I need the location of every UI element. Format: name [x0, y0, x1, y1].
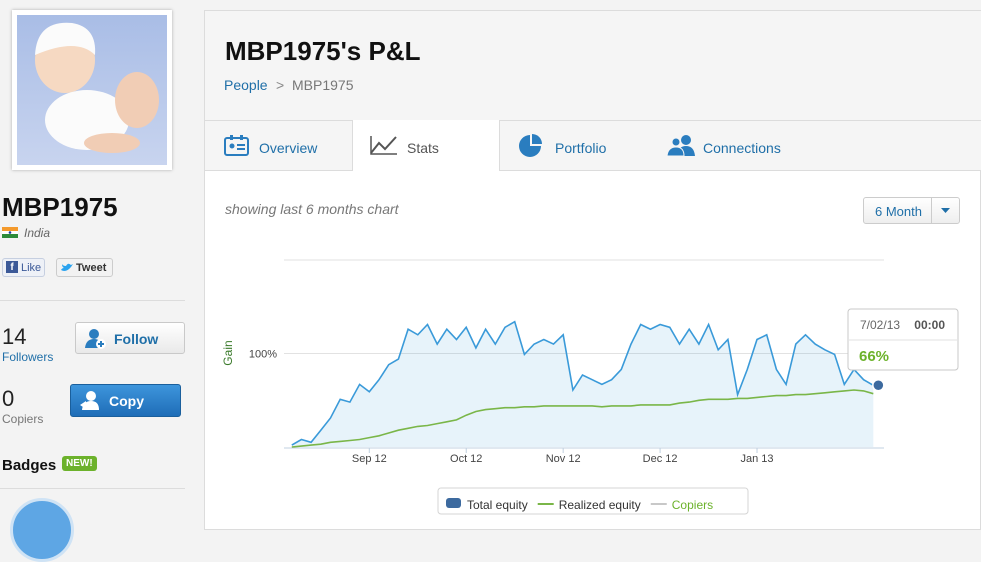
- copy-label: Copy: [109, 393, 144, 409]
- area-fill: [291, 321, 874, 447]
- tab-label: Portfolio: [555, 140, 607, 156]
- country: India: [24, 226, 51, 240]
- tab-label: Connections: [703, 140, 781, 156]
- x-tick-label: Sep 12: [352, 453, 387, 465]
- badge-new: NEW!: [62, 456, 97, 471]
- page-title: MBP1975's P&L: [225, 36, 421, 66]
- copiers-label: Copiers: [2, 412, 44, 426]
- x-tick-label: Jan 13: [741, 453, 774, 465]
- tab[interactable]: Overview: [205, 120, 352, 170]
- copy-button[interactable]: Copy: [70, 384, 181, 417]
- tab-label: Stats: [407, 140, 439, 156]
- header: [205, 11, 981, 120]
- legend-swatch: [446, 498, 461, 508]
- series-line: [291, 389, 874, 448]
- range-label: 6 Month: [875, 204, 922, 219]
- profile-name: MBP1975: [2, 192, 118, 222]
- breadcrumb-link[interactable]: People: [224, 77, 268, 93]
- avatar-image: [17, 15, 167, 165]
- chart: Gain 100% Sep 12 Oct 12 Nov 12 Dec 12 Jan 13 7…: [221, 259, 959, 515]
- chart-caption: showing last 6 months chart: [225, 201, 399, 217]
- copiers-count: 0: [2, 386, 15, 411]
- badges-heading: Badges: [2, 457, 57, 474]
- legend-label: Realized equity: [559, 498, 641, 512]
- like-button[interactable]: f Like: [2, 258, 45, 277]
- breadcrumb-separator: >: [276, 77, 285, 93]
- series-line: [291, 320, 874, 446]
- x-tick-label: Nov 12: [546, 453, 581, 465]
- like-label: Like: [21, 262, 42, 274]
- legend-label: Total equity: [467, 498, 528, 512]
- tab[interactable]: Connections: [650, 120, 820, 170]
- tooltip-value: 66%: [859, 348, 889, 365]
- legend-box: [437, 487, 749, 515]
- follow-button[interactable]: Follow: [75, 322, 185, 354]
- followers-count: 14: [2, 324, 27, 349]
- divider: [0, 300, 185, 301]
- flag: [2, 227, 18, 238]
- y-tick-label: 100%: [249, 349, 277, 361]
- tooltip-time: 00:00: [914, 318, 945, 332]
- x-tick-label: Dec 12: [643, 453, 678, 465]
- range-dropdown[interactable]: 6 Month: [863, 197, 960, 224]
- divider: [0, 488, 185, 489]
- tweet-label: Tweet: [76, 262, 107, 274]
- tooltip-date: 7/02/13: [860, 318, 900, 332]
- followers-label[interactable]: Followers: [2, 350, 54, 364]
- tab[interactable]: Portfolio: [500, 120, 650, 170]
- tab-bar: [205, 120, 981, 171]
- avatar: [12, 10, 172, 170]
- tab-active[interactable]: Stats: [352, 120, 500, 171]
- y-axis-label: Gain: [221, 340, 235, 365]
- page: MBP1975 India f Like Tweet 14 Followers …: [0, 10, 981, 562]
- legend-label: Copiers: [672, 498, 713, 512]
- breadcrumb-current: MBP1975: [292, 77, 354, 93]
- point-marker: [872, 379, 885, 392]
- tweet-button[interactable]: Tweet: [56, 258, 113, 277]
- x-tick-label: Oct 12: [450, 453, 482, 465]
- tab-label: Overview: [259, 140, 318, 156]
- follow-label: Follow: [114, 331, 159, 347]
